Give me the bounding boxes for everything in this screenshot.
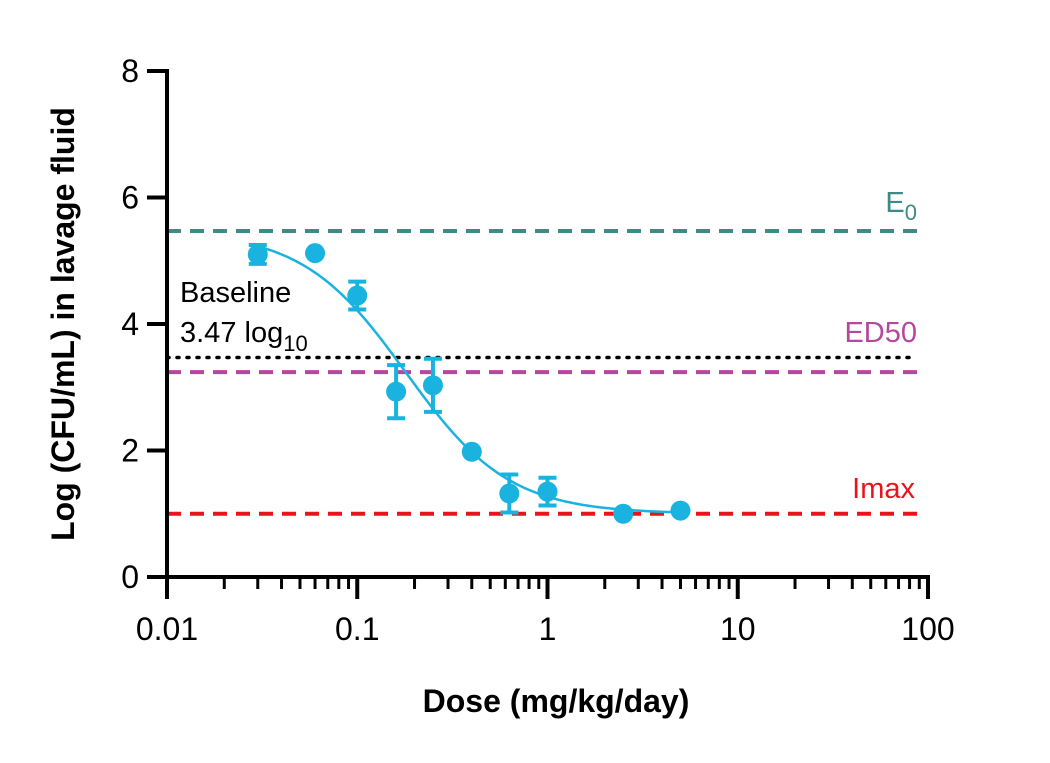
data-point (670, 500, 691, 521)
baseline-annotation-line1: Baseline (180, 277, 291, 309)
ed50-label: ED50 (844, 317, 917, 349)
e0-label-subscript: 0 (905, 200, 917, 225)
x-axis-title: Dose (mg/kg/day) (423, 683, 690, 719)
data-point (537, 481, 558, 502)
y-axis-title: Log (CFU/mL) in lavage fluid (45, 107, 81, 541)
fit-curve (257, 245, 672, 514)
data-point (347, 285, 368, 306)
y-tick-label: 0 (121, 559, 139, 595)
data-point (305, 243, 326, 264)
x-tick-label: 0.01 (136, 611, 198, 647)
baseline-value-subscript: 10 (283, 331, 307, 356)
reference-lines (165, 229, 919, 516)
y-tick-label: 2 (121, 433, 139, 469)
x-tick-label: 0.1 (335, 611, 379, 647)
x-tick-label: 10 (720, 611, 756, 647)
e0-label-main: E (885, 187, 904, 219)
data-point (461, 441, 482, 462)
y-tick-label: 8 (121, 53, 139, 89)
data-points (247, 242, 691, 524)
fit-curve-group (257, 245, 672, 514)
data-point (386, 381, 407, 402)
data-point (613, 503, 634, 524)
data-point (422, 375, 443, 396)
text-labels: Dose (mg/kg/day) Log (CFU/mL) in lavage … (45, 107, 917, 719)
data-point (247, 244, 268, 265)
data-point (499, 483, 520, 504)
y-tick-label: 4 (121, 306, 139, 342)
x-tick-label: 100 (901, 611, 954, 647)
baseline-value-text: 3.47 log (180, 317, 283, 349)
y-tick-label: 6 (121, 180, 139, 216)
baseline-annotation-line2: 3.47 log10 (180, 317, 308, 356)
imax-label: Imax (852, 473, 915, 505)
x-tick-label: 1 (539, 611, 557, 647)
e0-label: E0 (885, 187, 917, 225)
